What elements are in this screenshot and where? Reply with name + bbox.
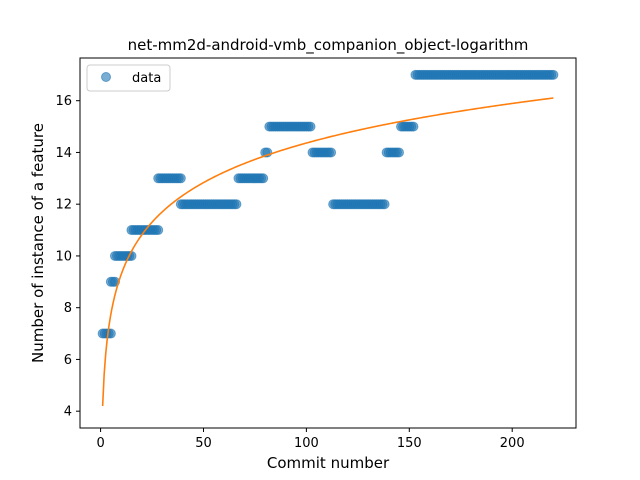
y-tick-label: 10: [55, 249, 72, 264]
chart-title: net-mm2d-android-vmb_companion_object-lo…: [128, 36, 529, 55]
y-tick-label: 4: [64, 405, 72, 420]
x-tick-label: 50: [195, 436, 212, 451]
legend-box: [86, 64, 171, 92]
data-point: [258, 173, 269, 184]
data-point: [408, 121, 419, 132]
x-tick-label: 0: [96, 436, 104, 451]
y-axis-ticks: 4 6 8 10 12 14 16: [55, 94, 80, 420]
x-tick-label: 100: [294, 436, 319, 451]
y-tick-label: 16: [55, 94, 72, 109]
plot-area: [97, 69, 559, 407]
y-tick-label: 14: [55, 146, 72, 161]
y-tick-label: 12: [55, 198, 72, 213]
plot-frame: [79, 57, 577, 429]
data-point: [394, 147, 404, 158]
y-axis-label: Number of instance of a feature: [29, 123, 47, 363]
data-point: [175, 173, 186, 184]
legend: data: [86, 64, 171, 92]
x-axis-label: Commit number: [267, 454, 390, 472]
data-point: [153, 225, 164, 236]
y-tick-label: 6: [64, 353, 72, 368]
data-point: [305, 121, 316, 132]
data-point: [326, 147, 337, 158]
x-tick-label: 150: [397, 436, 422, 451]
x-tick-label: 200: [500, 436, 525, 451]
data-point: [231, 199, 242, 210]
legend-marker-data: [101, 72, 111, 82]
data-point: [379, 199, 390, 210]
fit-line: [101, 97, 554, 407]
x-axis-ticks: 0 50 100 150 200: [96, 428, 525, 451]
data-point: [548, 69, 559, 80]
y-tick-label: 8: [64, 301, 72, 316]
legend-label-data: data: [132, 71, 161, 86]
